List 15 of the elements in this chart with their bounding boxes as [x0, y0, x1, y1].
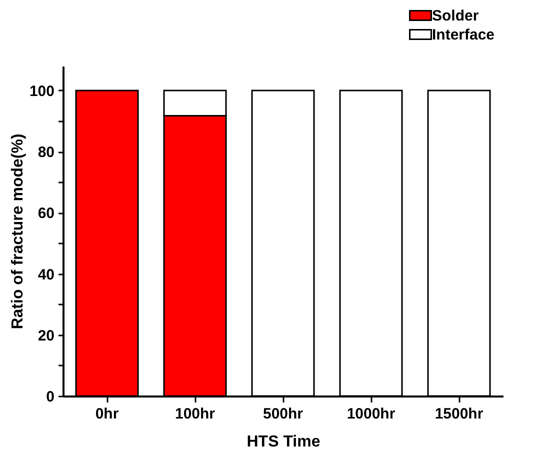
- y-tick-label: 100: [29, 82, 54, 100]
- y-tick-label: 40: [38, 266, 54, 284]
- x-tick-label: 0hr: [95, 406, 119, 422]
- legend-label: Interface: [432, 26, 495, 44]
- y-tick-label: 80: [38, 144, 54, 162]
- x-tick-label: 100hr: [174, 406, 216, 422]
- legend-label: Solder: [432, 8, 479, 24]
- y-tick-label: 0: [46, 388, 54, 406]
- x-tick-label: 500hr: [262, 406, 304, 422]
- x-axis-title: HTS Time: [246, 434, 320, 450]
- y-tick-label: 20: [38, 327, 54, 344]
- x-tick-label: 1500hr: [434, 406, 484, 422]
- y-axis-title: Ratio of fracture mode(%): [9, 134, 26, 330]
- y-tick-label: 60: [38, 205, 54, 222]
- x-tick-label: 1000hr: [346, 406, 396, 422]
